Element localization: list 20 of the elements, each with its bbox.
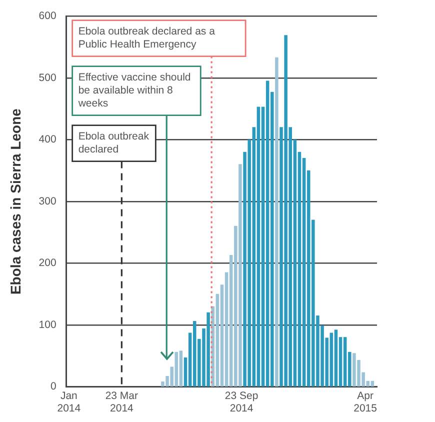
- bar: [256, 106, 260, 386]
- bar: [275, 57, 278, 386]
- y-tick-label: 400: [38, 134, 56, 146]
- y-tick-label: 100: [38, 318, 56, 331]
- y-axis-title: Ebola cases in Sierra Leone: [7, 108, 24, 295]
- y-tick-label: 300: [38, 195, 56, 208]
- y-tick-label: 0: [50, 380, 56, 393]
- y-tick-label: 600: [38, 10, 56, 22]
- ref-line-label: Effective vaccine should be available within 8 weeks: [77, 71, 191, 110]
- y-tick-label: 200: [38, 257, 56, 270]
- ref-line-label: Ebola outbreak declared as a Public Health Emergency: [78, 25, 216, 50]
- x-tick-label: 23 Mar 2014: [105, 390, 139, 415]
- ref-line-label: Ebola outbreak declared: [78, 130, 150, 156]
- x-tick-label: 23 Sep 2014: [224, 390, 258, 415]
- x-tick-label: Apr 2015: [354, 390, 378, 415]
- y-tick-label: 500: [38, 72, 56, 84]
- bar: [179, 350, 183, 386]
- x-tick-label: Jan 2014: [57, 390, 81, 415]
- bar: [370, 380, 374, 386]
- bar: [334, 330, 338, 386]
